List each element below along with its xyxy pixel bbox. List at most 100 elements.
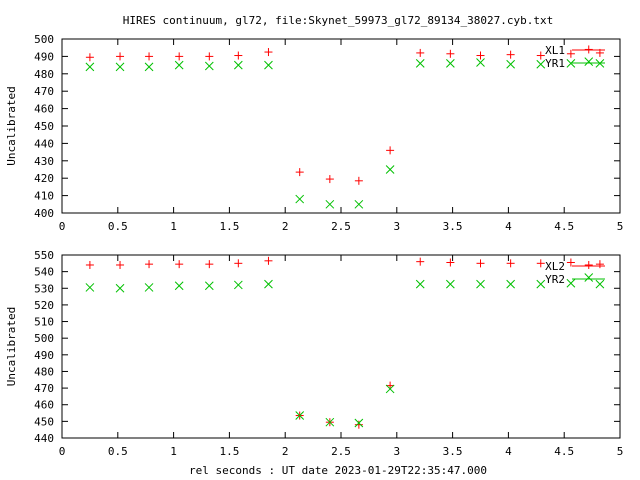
y-tick-label: 450 bbox=[34, 120, 54, 133]
x-tick-label: 3 bbox=[393, 445, 400, 458]
y-tick-label: 410 bbox=[34, 190, 54, 203]
x-tick-label: 1 bbox=[170, 445, 177, 458]
data-point bbox=[566, 59, 576, 68]
x-tick-label: 5 bbox=[617, 445, 624, 458]
data-point bbox=[446, 59, 455, 68]
data-point bbox=[354, 418, 364, 428]
x-tick-label: 2 bbox=[282, 220, 289, 233]
data-point bbox=[506, 259, 515, 268]
data-point bbox=[446, 258, 455, 267]
data-point bbox=[416, 48, 425, 57]
data-point bbox=[295, 168, 304, 177]
data-point bbox=[85, 53, 94, 62]
data-point bbox=[506, 50, 515, 59]
plot-frame bbox=[61, 254, 621, 439]
data-point bbox=[566, 49, 575, 58]
x-tick-label: 1.5 bbox=[219, 220, 239, 233]
data-point bbox=[354, 199, 364, 209]
data-point bbox=[144, 62, 154, 72]
data-point bbox=[415, 59, 425, 68]
data-point bbox=[264, 256, 273, 265]
x-tick-label: 0.5 bbox=[108, 445, 128, 458]
y-tick-label: 500 bbox=[34, 33, 54, 46]
data-point bbox=[85, 260, 94, 269]
data-point bbox=[595, 279, 605, 289]
data-point bbox=[325, 175, 334, 184]
y-tick-label: 520 bbox=[34, 299, 54, 312]
data-point bbox=[234, 259, 243, 268]
data-point bbox=[476, 279, 485, 289]
data-point bbox=[476, 58, 485, 67]
x-tick-label: 3 bbox=[393, 220, 400, 233]
data-point bbox=[354, 420, 363, 429]
data-point bbox=[566, 278, 576, 288]
data-point bbox=[584, 57, 594, 66]
data-point bbox=[233, 60, 243, 70]
data-point bbox=[115, 283, 125, 293]
data-point bbox=[385, 165, 395, 174]
data-point bbox=[115, 62, 125, 72]
data-point bbox=[175, 52, 184, 61]
data-point bbox=[145, 260, 154, 269]
legend-label: XL2 bbox=[545, 260, 565, 273]
x-tick-label: 2.5 bbox=[331, 445, 351, 458]
data-point bbox=[145, 52, 154, 61]
data-point bbox=[234, 51, 243, 60]
y-tick-label: 460 bbox=[34, 103, 54, 116]
data-point bbox=[536, 259, 545, 268]
data-point bbox=[536, 279, 546, 289]
x-tick-label: 0 bbox=[59, 220, 66, 233]
x-tick-label: 4 bbox=[505, 220, 512, 233]
x-tick-label: 2.5 bbox=[331, 220, 351, 233]
x-axis-label: rel seconds : UT date 2023-01-29T22:35:4… bbox=[189, 464, 487, 477]
data-point bbox=[174, 281, 184, 291]
data-point bbox=[506, 59, 515, 69]
series-yr2 bbox=[85, 273, 605, 428]
y-tick-label: 460 bbox=[34, 399, 54, 412]
series-xl2 bbox=[85, 256, 604, 429]
data-point bbox=[144, 283, 154, 292]
x-tick-label: 0.5 bbox=[108, 220, 128, 233]
data-point bbox=[536, 59, 546, 69]
y-tick-label: 490 bbox=[34, 349, 54, 362]
data-point bbox=[85, 62, 95, 72]
data-point bbox=[325, 199, 335, 209]
y-tick-label: 400 bbox=[34, 207, 54, 220]
data-point bbox=[205, 52, 214, 61]
data-point bbox=[264, 60, 273, 70]
y-axis-label: Uncalibrated bbox=[5, 86, 18, 165]
data-point bbox=[295, 194, 305, 204]
x-tick-label: 5 bbox=[617, 220, 624, 233]
x-tick-label: 1.5 bbox=[219, 445, 239, 458]
series-xl1 bbox=[85, 45, 604, 185]
data-point bbox=[325, 417, 335, 427]
y-tick-label: 480 bbox=[34, 68, 54, 81]
legend-label: YR1 bbox=[545, 57, 565, 70]
data-point bbox=[386, 146, 395, 155]
y-tick-label: 470 bbox=[34, 382, 54, 395]
y-tick-label: 440 bbox=[34, 137, 54, 150]
data-point bbox=[174, 60, 184, 70]
y-tick-label: 510 bbox=[34, 316, 54, 329]
x-tick-label: 3.5 bbox=[443, 445, 463, 458]
data-point bbox=[205, 260, 214, 269]
plot-frame bbox=[61, 38, 621, 214]
legend-label: XL1 bbox=[545, 44, 565, 57]
data-point bbox=[175, 260, 184, 269]
data-point bbox=[506, 279, 515, 289]
data-point bbox=[566, 258, 575, 267]
data-point bbox=[584, 45, 593, 54]
data-point bbox=[446, 49, 455, 58]
data-point bbox=[595, 260, 604, 269]
data-point bbox=[385, 384, 395, 394]
data-point bbox=[476, 259, 485, 268]
data-point bbox=[116, 260, 125, 269]
x-tick-label: 3.5 bbox=[443, 220, 463, 233]
y-tick-label: 530 bbox=[34, 282, 54, 295]
y-tick-label: 440 bbox=[34, 432, 54, 445]
y-tick-label: 550 bbox=[34, 249, 54, 262]
y-tick-label: 430 bbox=[34, 155, 54, 168]
y-tick-label: 420 bbox=[34, 172, 54, 185]
